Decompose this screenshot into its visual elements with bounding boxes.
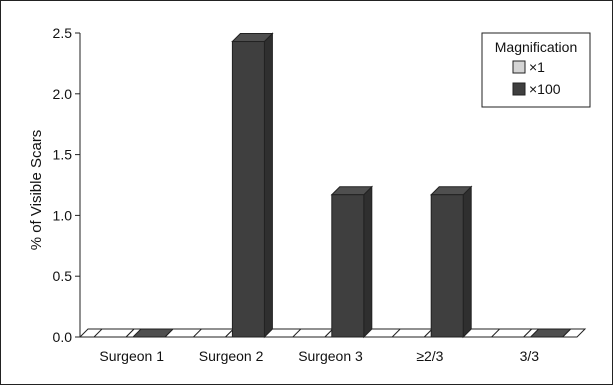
y-axis-title: % of Visible Scars — [28, 130, 45, 251]
bar-front-face — [331, 194, 365, 338]
x-tick-label: Surgeon 3 — [298, 348, 363, 364]
y-tick-label: 0.5 — [53, 268, 73, 284]
bar-top-face — [92, 328, 136, 338]
bar-front-face — [231, 41, 265, 338]
bar-top-face — [529, 328, 572, 338]
legend: Magnification ×1 ×100 — [481, 32, 591, 108]
x-tick-label: Surgeon 1 — [99, 348, 164, 364]
bars-group — [92, 32, 572, 339]
bar-top-face — [131, 328, 175, 338]
bar-side-face — [462, 185, 472, 339]
bar — [529, 328, 572, 338]
bar — [490, 328, 533, 338]
x-axis-labels: Surgeon 1 Surgeon 2 Surgeon 3 ≥2/3 3/3 — [99, 348, 539, 364]
legend-title: Magnification — [495, 39, 578, 55]
bar — [131, 328, 175, 338]
y-tick-label: 2.5 — [53, 25, 73, 41]
legend-box — [481, 32, 591, 108]
y-tick-label: 2.0 — [53, 86, 73, 102]
y-axis: 0.0 0.5 1.0 1.5 2.0 2.5 — [53, 25, 81, 345]
y-tick-label: 0.0 — [53, 329, 73, 345]
x-tick-label: Surgeon 2 — [199, 348, 264, 364]
bar-side-face — [263, 32, 273, 339]
bar-front-face — [430, 194, 464, 338]
legend-item-label: ×1 — [529, 59, 545, 75]
bar — [429, 185, 473, 339]
legend-swatch — [512, 82, 526, 96]
y-tick-label: 1.0 — [53, 207, 73, 223]
bar — [92, 328, 136, 338]
bar — [330, 185, 374, 339]
x-tick-label: 3/3 — [520, 348, 540, 364]
x-tick-label: ≥2/3 — [416, 348, 443, 364]
bar — [231, 32, 274, 339]
legend-item-label: ×100 — [529, 81, 561, 97]
bar-top-face — [490, 328, 533, 338]
legend-swatch — [512, 60, 526, 74]
y-tick-label: 1.5 — [53, 147, 73, 163]
bar-side-face — [363, 185, 373, 339]
